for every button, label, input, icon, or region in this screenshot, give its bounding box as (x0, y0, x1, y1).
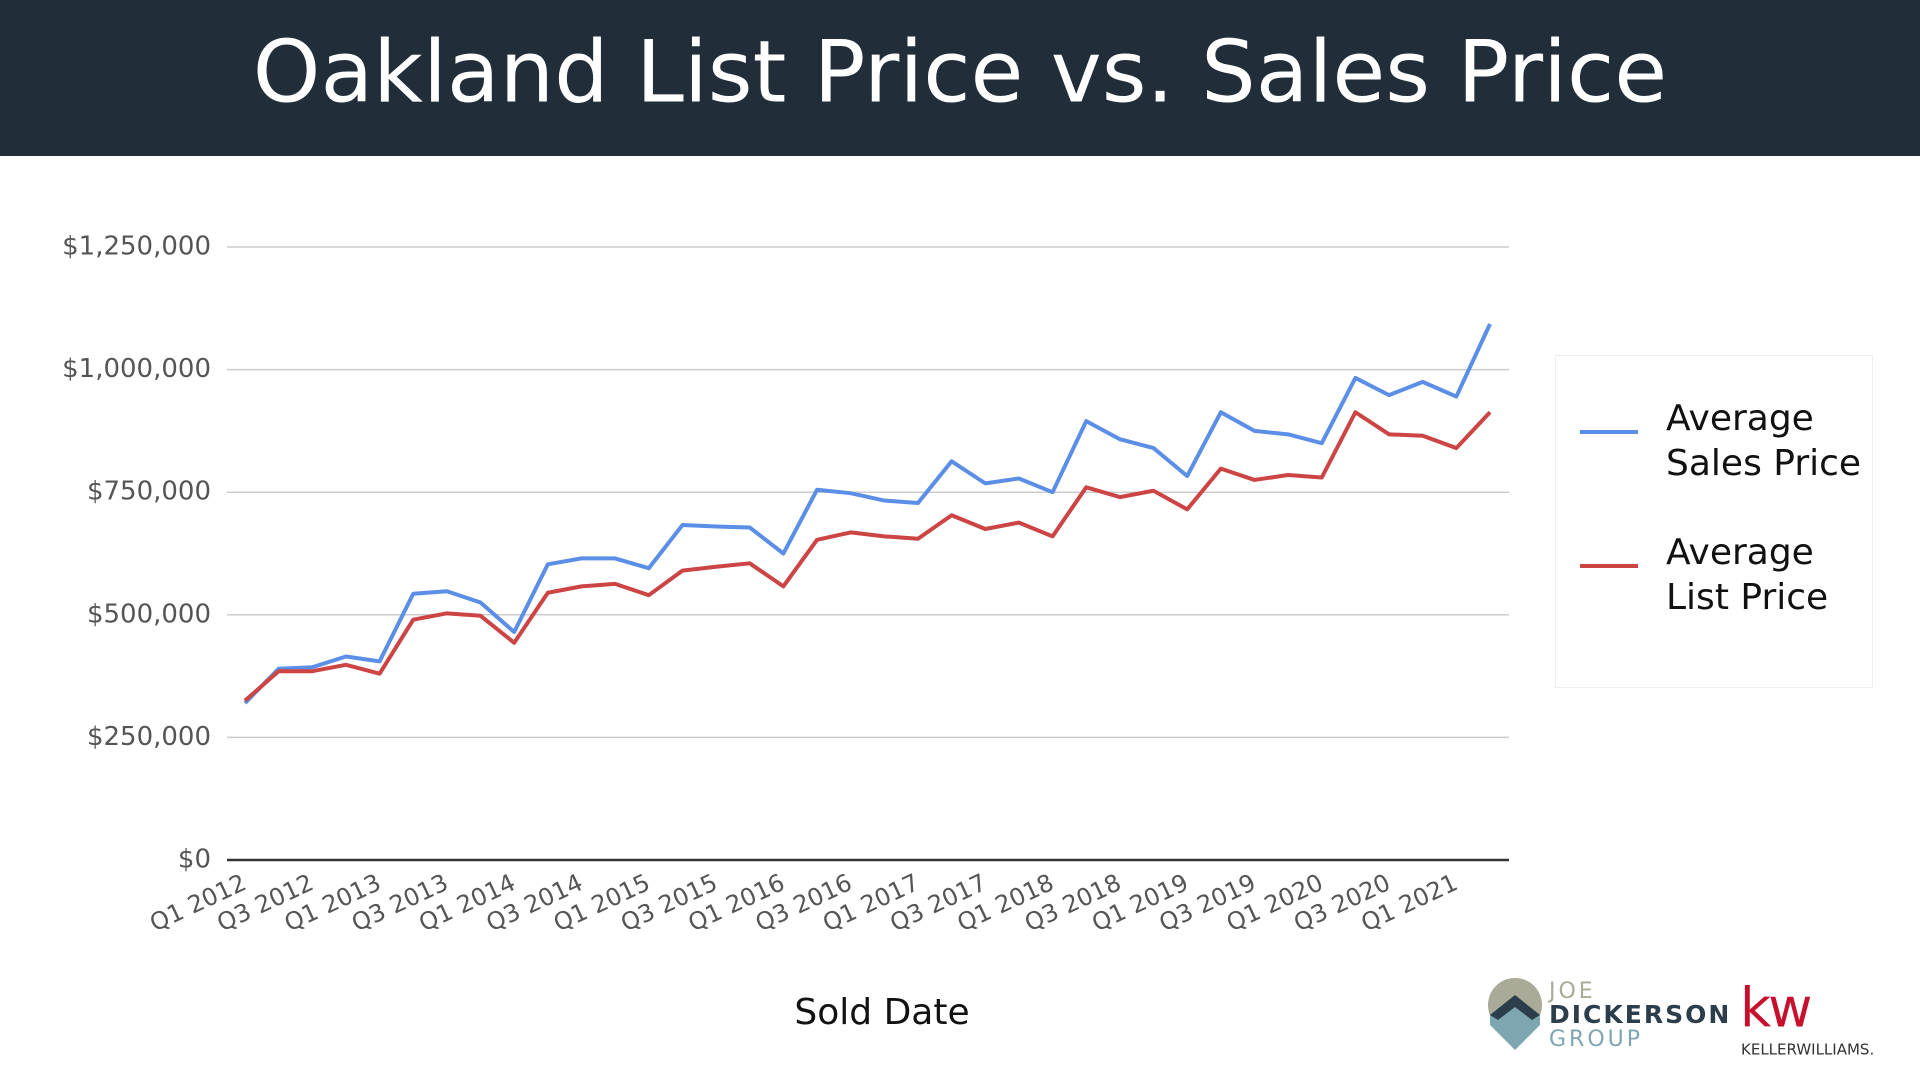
legend-label: Average Sales Price (1666, 398, 1862, 484)
logo-text: DICKERSON (1549, 1000, 1731, 1029)
logo-text: KELLERWILLIAMS. (1741, 1041, 1874, 1059)
legend: Average Sales Price Average List Price (1555, 355, 1873, 688)
x-axis-label: Sold Date (794, 992, 969, 1033)
y-tick-label: $250,000 (87, 722, 211, 752)
logo-text: GROUP (1549, 1027, 1643, 1052)
legend-label: Average List Price (1666, 532, 1829, 618)
legend-swatch (1580, 564, 1638, 568)
chart-title: Oakland List Price vs. Sales Price (253, 22, 1667, 122)
y-tick-label: $750,000 (87, 477, 211, 507)
y-tick-label: $1,000,000 (62, 354, 211, 384)
joe-logo-icon (1488, 978, 1542, 1050)
kw-logo: kw (1740, 977, 1810, 1040)
legend-swatch (1580, 430, 1638, 434)
header-bar (0, 0, 1920, 156)
data-line (243, 323, 1492, 705)
y-tick-label: $1,250,000 (62, 232, 211, 262)
logo-text: JOE (1547, 979, 1596, 1004)
data-line (243, 410, 1492, 703)
y-tick-label: $500,000 (87, 599, 211, 629)
y-tick-label: $0 (178, 845, 211, 875)
